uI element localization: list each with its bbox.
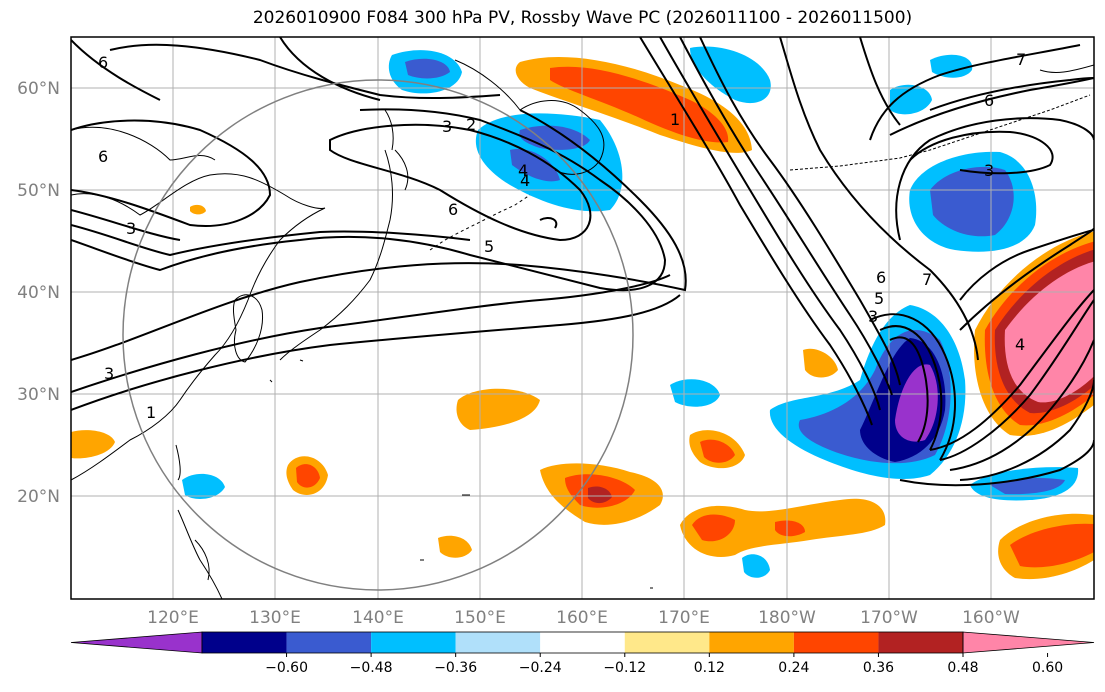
map-title: 2026010900 F084 300 hPa PV, Rossby Wave … (252, 8, 913, 28)
colorbar-extend-high (962, 631, 1095, 654)
contour-label: 2 (466, 115, 476, 134)
contour-label: 5 (484, 237, 494, 256)
colorbar-tick-label: −0.60 (265, 660, 308, 676)
lat-label: 20°N (17, 487, 60, 507)
contour-label: 6 (984, 91, 994, 110)
negative-anomaly (930, 166, 1014, 237)
colorbar-tick-label: −0.24 (519, 660, 562, 676)
colorbar-segment (624, 632, 710, 653)
pv-contour-1 (71, 294, 681, 411)
contour-label: 6 (98, 53, 108, 72)
colorbar: −0.60 −0.48 −0.36 −0.24 −0.12 0.12 0.24 0.36 0.4… (70, 631, 1095, 676)
lon-label: 150°E (454, 608, 506, 628)
lon-label: 170°E (658, 608, 710, 628)
positive-anomaly (692, 514, 735, 542)
region-circle (122, 79, 634, 591)
pv-contours (71, 37, 1094, 487)
positive-anomaly (1004, 261, 1094, 403)
contour-label: 3 (868, 307, 878, 326)
colorbar-segment (709, 632, 794, 653)
positive-anomaly (700, 439, 735, 463)
colorbar-segment (371, 632, 456, 653)
contour-label: 4 (518, 161, 528, 180)
colorbar-segment (455, 632, 541, 653)
lat-label: 30°N (17, 385, 60, 405)
negative-anomaly (510, 149, 560, 182)
contour-label: 1 (670, 110, 680, 129)
contour-label: 5 (874, 289, 884, 308)
positive-anomaly (588, 486, 612, 504)
colorbar-tick-label: −0.36 (434, 660, 477, 676)
contour-label: 3 (126, 219, 136, 238)
contour-label: 4 (1015, 335, 1025, 354)
contour-label: 7 (1016, 50, 1026, 69)
lat-label: 40°N (17, 283, 60, 303)
colorbar-tick-label: −0.48 (350, 660, 393, 676)
contour-label: 6 (98, 147, 108, 166)
lon-label: 160°W (962, 608, 1020, 628)
positive-anomaly (71, 430, 115, 459)
lon-label: 120°E (147, 608, 199, 628)
lon-label: 160°E (556, 608, 608, 628)
contour-label: 7 (922, 270, 932, 289)
colorbar-segment (793, 632, 879, 653)
positive-anomaly (438, 535, 472, 558)
lon-label: 140°E (352, 608, 404, 628)
lon-label: 180°W (758, 608, 816, 628)
colorbar-tick-label: 0.60 (1032, 660, 1063, 676)
contour-label: 1 (146, 403, 156, 422)
colorbar-segment (540, 632, 625, 653)
colorbar-tick-label: 0.12 (694, 660, 725, 676)
contour-label: 3 (442, 117, 452, 136)
colorbar-tick-label: −0.12 (603, 660, 646, 676)
colorbar-segment (286, 632, 372, 653)
positive-anomaly (190, 204, 206, 215)
lat-label: 50°N (17, 181, 60, 201)
negative-anomaly (670, 379, 720, 407)
colorbar-extend-low (70, 631, 203, 654)
colorbar-tick-label: 0.24 (778, 660, 809, 676)
contour-label: 6 (448, 200, 458, 219)
positive-anomaly (296, 464, 320, 488)
lon-label: 130°E (249, 608, 301, 628)
contour-label: 3 (104, 364, 114, 383)
positive-anomaly (456, 388, 540, 430)
latitude-labels: 60°N 50°N 40°N 30°N 20°N (17, 79, 60, 507)
colorbar-tick-label: 0.48 (947, 660, 978, 676)
colorbar-outline (201, 631, 964, 654)
map-frame (70, 36, 1095, 600)
negative-anomaly (890, 84, 932, 115)
colorbar-segment (202, 632, 287, 653)
negative-anomaly (742, 554, 770, 578)
longitude-labels: 120°E 130°E 140°E 150°E 160°E 170°E 180°… (147, 608, 1020, 628)
contour-label: 6 (876, 268, 886, 287)
lat-label: 60°N (17, 79, 60, 99)
contour-label: 3 (984, 161, 994, 180)
colorbar-tick-label: 0.36 (863, 660, 894, 676)
negative-anomaly (182, 473, 225, 499)
positive-anomaly (1010, 523, 1094, 568)
contour-labels: 6 6 3 2 4 6 5 1 3 1 6 7 4 5 3 7 6 3 4 3 (98, 50, 1026, 422)
negative-anomaly (930, 54, 973, 78)
colorbar-segment (878, 632, 963, 653)
gridlines (71, 37, 1094, 599)
contour-label: 4 (520, 171, 530, 190)
lon-label: 170°W (860, 608, 918, 628)
positive-anomaly (775, 520, 805, 537)
positive-anomaly (803, 348, 838, 378)
negative-anomaly (405, 58, 450, 79)
